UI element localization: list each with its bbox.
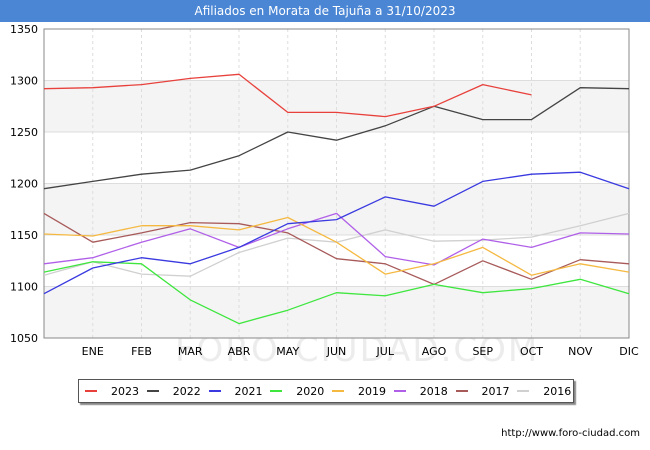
series-line-2018	[43, 212, 630, 266]
x-tick-label: FEB	[131, 345, 152, 358]
legend-swatch	[393, 390, 406, 392]
legend: 2023 2022 2021 2020 2019 2018 2017 2016	[78, 379, 574, 403]
legend-label: 2021	[234, 384, 263, 398]
series-line-2019	[43, 216, 630, 276]
series-line-2017	[43, 212, 630, 286]
legend-item-2019: 2019	[332, 380, 386, 402]
legend-label: 2020	[296, 384, 325, 398]
title-bar: Afiliados en Morata de Tajuña a 31/10/20…	[0, 0, 650, 22]
x-tick-label: MAR	[178, 345, 203, 358]
legend-item-2017: 2017	[455, 380, 510, 402]
legend-item-2021: 2021	[208, 380, 263, 402]
x-tick-label: SEP	[472, 345, 493, 358]
x-tick-label: ABR	[228, 345, 251, 358]
legend-label: 2019	[358, 384, 386, 398]
y-tick-label: 1050	[10, 332, 38, 345]
series-line-2023	[43, 73, 532, 118]
legend-label: 2018	[419, 384, 448, 398]
series-line-2021	[43, 171, 630, 295]
legend-swatch	[455, 390, 468, 392]
grid-band	[44, 80, 629, 132]
legend-item-2016: 2016	[517, 380, 571, 402]
series-line-2022	[43, 87, 630, 190]
legend-item-2018: 2018	[393, 380, 448, 402]
y-tick-label: 1200	[10, 178, 38, 191]
plot-frame	[43, 28, 630, 339]
legend-swatch	[270, 390, 283, 392]
legend-swatch	[208, 390, 221, 392]
source-link[interactable]: http://www.foro-ciudad.com	[501, 428, 640, 439]
legend-item-2023: 2023	[85, 380, 139, 402]
legend-swatch	[146, 390, 159, 392]
x-tick-label: DIC	[619, 345, 639, 358]
legend-label: 2022	[172, 384, 201, 398]
x-tick-label: MAY	[276, 345, 299, 358]
series-line-2020	[43, 261, 630, 325]
y-tick-label: 1300	[10, 75, 38, 88]
legend-swatch	[85, 390, 97, 392]
legend-label: 2017	[481, 384, 510, 398]
x-tick-label: JUL	[376, 345, 395, 358]
legend-label: 2023	[111, 384, 139, 398]
legend-swatch	[332, 390, 344, 392]
y-tick-label: 1250	[10, 126, 38, 139]
y-tick-label: 1350	[10, 23, 38, 36]
legend-label: 2016	[543, 384, 572, 398]
x-tick-label: AGO	[422, 345, 447, 358]
legend-item-2020: 2020	[270, 380, 324, 402]
legend-swatch	[517, 390, 530, 392]
x-tick-label: ENE	[82, 345, 104, 358]
legend-item-2022: 2022	[146, 380, 201, 402]
chart-title: Afiliados en Morata de Tajuña a 31/10/20…	[194, 4, 456, 18]
y-tick-label: 1100	[10, 281, 38, 294]
x-tick-label: NOV	[568, 345, 593, 358]
x-tick-label: JUN	[326, 345, 347, 358]
y-tick-label: 1150	[10, 229, 38, 242]
x-tick-label: OCT	[520, 345, 543, 358]
